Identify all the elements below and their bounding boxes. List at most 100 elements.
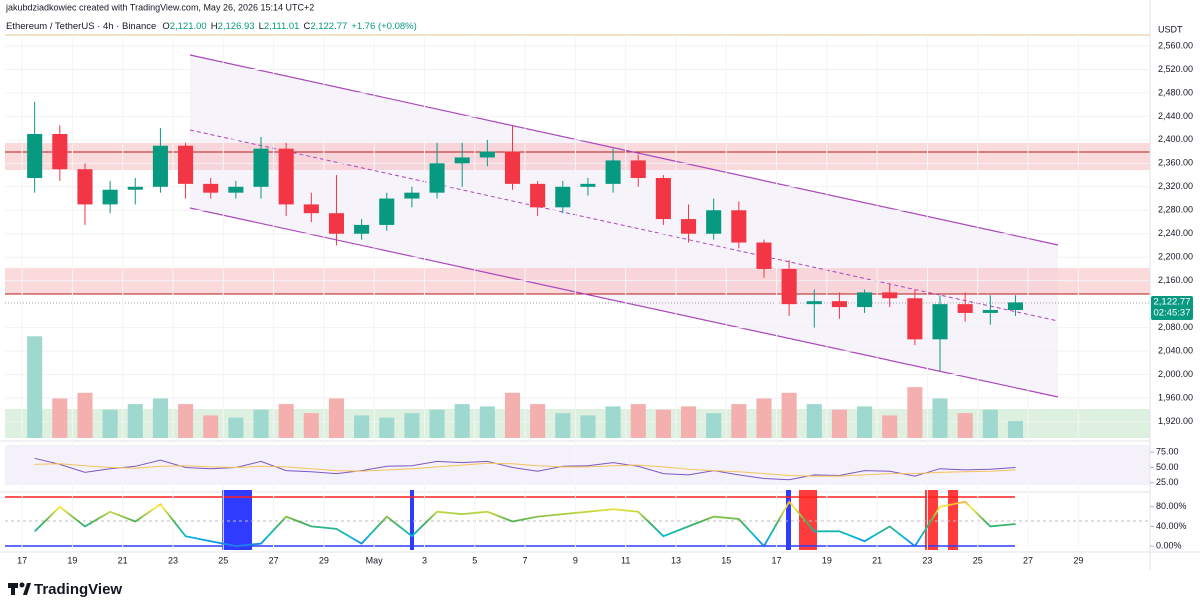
volume-bar — [957, 413, 973, 438]
candle-body — [52, 133, 68, 170]
logo-mark — [11, 583, 15, 595]
candle-body — [756, 242, 772, 269]
oversold-highlight — [786, 490, 791, 550]
volume-bar — [907, 387, 923, 438]
indicator-line — [34, 462, 1016, 477]
candle-body — [530, 183, 546, 208]
last-price-badge — [1151, 296, 1193, 320]
ohlc-label: O — [162, 21, 169, 32]
candle-body — [982, 309, 998, 313]
volume-bar — [253, 409, 269, 438]
x-tick-label: 7 — [523, 555, 528, 565]
volume-bar — [555, 413, 571, 438]
y-tick-label: 2,280.00 — [1158, 205, 1193, 215]
y-tick-label: 1,960.00 — [1158, 392, 1193, 402]
candle-layer — [27, 101, 1024, 372]
candle-body — [102, 189, 118, 205]
oversold-highlight — [410, 490, 414, 550]
last-price: 2,122.77 — [1154, 297, 1191, 308]
volume-bar — [27, 336, 43, 438]
volume-bar — [102, 409, 118, 438]
candle-body — [932, 304, 948, 340]
x-tick-label: 5 — [472, 555, 477, 565]
y-tick-label: 75.00 — [1156, 447, 1179, 457]
x-tick-label: 15 — [721, 555, 731, 565]
candle-body — [253, 148, 269, 187]
x-tick-label: 23 — [168, 555, 178, 565]
countdown: 02:45:37 — [1154, 308, 1191, 319]
candle-body — [857, 292, 873, 308]
overbought-highlight — [799, 490, 817, 550]
candle-body — [680, 219, 697, 234]
credit: jakubdziadkowiec created with TradingVie… — [5, 2, 314, 12]
volume-bar — [504, 392, 521, 438]
volume-bar — [580, 415, 596, 438]
symbol-line: Ethereum / TetherUS · 4h · Binance O2,121… — [6, 21, 417, 32]
candle-body — [278, 148, 294, 205]
candle-body — [404, 192, 420, 199]
volume-bar — [882, 415, 898, 438]
oversold-highlight — [222, 490, 252, 550]
x-tick-label: 27 — [269, 555, 279, 565]
x-tick-label: 19 — [67, 555, 77, 565]
y-tick-label: 2,000.00 — [1158, 369, 1193, 379]
symbol: Ethereum / TetherUS · 4h · Binance — [6, 21, 156, 32]
x-tick-label: May — [366, 555, 384, 565]
candle-body — [77, 169, 93, 205]
candle-body — [957, 304, 973, 313]
volume-bar — [77, 392, 93, 438]
volume-bar — [454, 404, 470, 438]
channel-mid — [189, 129, 1059, 322]
y-tick-label: 2,320.00 — [1158, 181, 1193, 191]
candle-body — [731, 210, 747, 243]
volume-layer — [27, 336, 1024, 438]
x-tick-label: 25 — [218, 555, 228, 565]
overbought-highlight — [948, 490, 958, 550]
ohlc-value: 2,121.00 — [170, 21, 207, 32]
y-tick-label: 2,360.00 — [1158, 158, 1193, 168]
x-tick-label: 17 — [17, 555, 27, 565]
candle-body — [706, 210, 722, 234]
candle-body — [354, 224, 370, 234]
candle-body — [303, 204, 319, 214]
volume-bar — [379, 417, 395, 438]
y-tick-label: 2,560.00 — [1158, 40, 1193, 50]
candle-body — [203, 183, 219, 193]
volume-bar — [1007, 421, 1024, 438]
volume-bar — [932, 398, 948, 438]
volume-bar — [228, 417, 244, 438]
ohlc-value: 2,122.77 — [310, 21, 347, 32]
candle-body — [1007, 302, 1024, 310]
volume-bar — [781, 392, 797, 438]
candle-body — [882, 292, 898, 299]
axis-layer: 17 19 21 23 25 27 29 May 3 5 7 9 11 13 15 17 19 21 23 25 27 2… — [17, 40, 1193, 565]
y-tick-label: 2,400.00 — [1158, 134, 1193, 144]
candle-body — [504, 151, 521, 184]
x-tick-label: 17 — [772, 555, 782, 565]
volume-bar — [530, 404, 546, 438]
volume-bar — [479, 406, 495, 438]
brand: TradingView — [34, 581, 122, 598]
candle-body — [655, 177, 671, 220]
candle-body — [605, 160, 621, 184]
volume-bar — [982, 409, 998, 438]
y-tick-label: 2,240.00 — [1158, 228, 1193, 238]
volume-bar — [857, 406, 873, 438]
volume-bar — [706, 413, 722, 438]
candle-body — [831, 301, 847, 308]
indicator-layer — [34, 457, 1016, 548]
volume-bar — [429, 409, 445, 438]
candle-body — [555, 186, 571, 208]
ohlc-label: H — [211, 21, 218, 32]
candle-body — [630, 160, 646, 178]
volume-bar — [127, 404, 143, 438]
y-tick-label: 2,040.00 — [1158, 345, 1193, 355]
y-tick-label: 2,520.00 — [1158, 64, 1193, 74]
y-tick-label: 2,080.00 — [1158, 322, 1193, 332]
volume-bar — [354, 415, 370, 438]
volume-bar — [404, 413, 420, 438]
candle-body — [127, 186, 143, 190]
volume-bar — [178, 404, 194, 438]
